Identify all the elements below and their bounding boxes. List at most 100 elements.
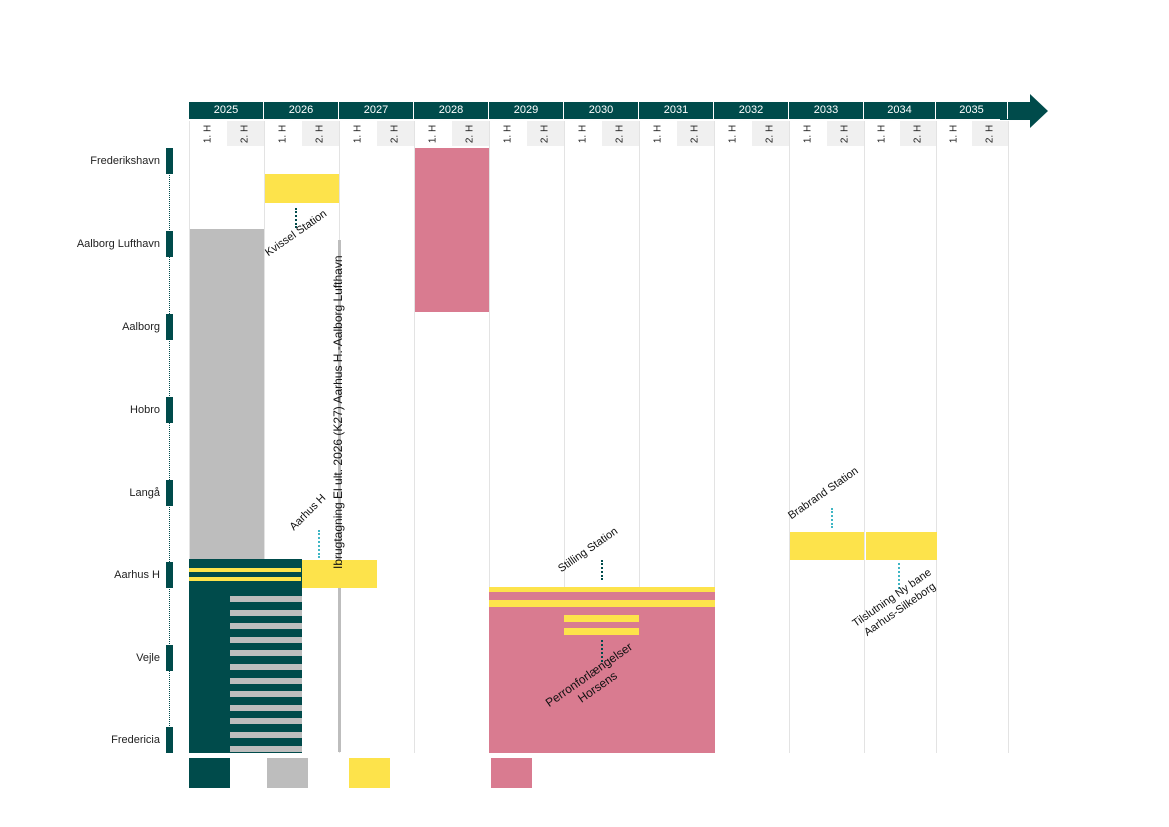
- station-marker: [166, 480, 173, 506]
- half-year-cell: 1. H: [489, 121, 527, 146]
- teal-bar-aarhus: [189, 559, 302, 588]
- station-label: Aalborg: [122, 321, 160, 333]
- leader-horsens: [601, 640, 603, 662]
- station-marker: [166, 727, 173, 753]
- label-aarhus-h: Aarhus H: [287, 492, 329, 533]
- half-year-label: 2. H: [912, 124, 924, 143]
- grey-stripe: [230, 664, 302, 670]
- grey-stripe: [230, 704, 302, 711]
- yellow-bar-kvissel: [265, 174, 339, 203]
- year-cell: 2028: [414, 102, 489, 119]
- yellow-stripe-stilling-2: [489, 600, 715, 607]
- half-year-cell: 1. H: [189, 121, 227, 146]
- grid-line: [1008, 121, 1009, 753]
- half-year-cell: 2. H: [900, 121, 936, 146]
- yellow-bar-tilslutning: [866, 532, 937, 560]
- half-year-label: 1. H: [652, 124, 664, 143]
- legend-yellow: [349, 758, 390, 788]
- grid-line: [639, 121, 640, 753]
- half-year-label: 2. H: [839, 124, 851, 143]
- half-year-cell: 2. H: [526, 121, 564, 146]
- half-year-cell: 2. H: [601, 121, 639, 146]
- grey-stripe: [230, 745, 302, 752]
- yellow-stripe-horsens-2: [564, 628, 639, 635]
- grey-bar-2025: [190, 229, 264, 559]
- grey-stripe: [230, 609, 302, 616]
- half-year-cell: 1. H: [414, 121, 452, 146]
- station-label: Hobro: [130, 404, 160, 416]
- half-year-label: 1. H: [727, 124, 739, 143]
- station-marker: [166, 562, 173, 588]
- year-cell: 2031: [639, 102, 714, 119]
- half-year-cell: 2. H: [226, 121, 264, 146]
- station-marker: [166, 397, 173, 423]
- station-label: Langå: [129, 487, 160, 499]
- grey-stripe: [230, 691, 302, 698]
- half-year-label: 2. H: [984, 124, 996, 143]
- half-year-cell: 1. H: [639, 121, 677, 146]
- station-label: Aalborg Lufthavn: [76, 238, 160, 250]
- label-brabrand: Brabrand Station: [786, 464, 861, 522]
- half-year-cell: 2. H: [301, 121, 339, 146]
- year-cell: 2027: [339, 102, 414, 119]
- half-year-cell: 2. H: [376, 121, 414, 146]
- half-year-label: 1. H: [277, 124, 289, 143]
- yellow-stripe-aarhus-2: [189, 577, 301, 581]
- grey-stripe: [230, 636, 302, 643]
- leader-stilling: [601, 560, 603, 580]
- half-year-cell: 1. H: [264, 121, 302, 146]
- half-year-label: 1. H: [948, 124, 960, 143]
- station-marker: [166, 231, 173, 257]
- year-cell: 2025: [189, 102, 264, 119]
- station-label: Vejle: [136, 652, 160, 664]
- half-year-cell: 2. H: [451, 121, 489, 146]
- grid-line: [864, 121, 865, 753]
- station-marker: [166, 645, 173, 671]
- leader-brabrand: [831, 508, 833, 528]
- station-label: Fredericia: [111, 734, 160, 746]
- grid-line: [564, 121, 565, 753]
- half-year-label: 1. H: [802, 124, 814, 143]
- grid-line: [714, 121, 715, 753]
- half-year-cell: 2. H: [826, 121, 864, 146]
- grey-stripe: [230, 623, 302, 630]
- grey-stripe: [230, 718, 302, 725]
- grey-stripe: [230, 596, 302, 602]
- grey-stripe: [230, 732, 302, 738]
- station-axis: [169, 150, 170, 750]
- pink-bar-2029-2031: [489, 587, 715, 753]
- half-year-cell: 2. H: [751, 121, 789, 146]
- leader-kvissel: [295, 208, 297, 228]
- grid-line: [264, 121, 265, 753]
- half-year-label: 2. H: [314, 124, 326, 143]
- half-year-cell: 1. H: [789, 121, 827, 146]
- half-year-label: 1. H: [502, 124, 514, 143]
- half-year-label: 2. H: [614, 124, 626, 143]
- half-year-cell: 2. H: [972, 121, 1008, 146]
- half-year-label: 1. H: [876, 124, 888, 143]
- yellow-stripe-horsens-1: [564, 615, 639, 622]
- legend-teal: [189, 758, 230, 788]
- grid-line: [936, 121, 937, 753]
- grid-line: [789, 121, 790, 753]
- yellow-bar-brabrand: [790, 532, 864, 560]
- year-cell: 2030: [564, 102, 639, 119]
- legend-pink: [491, 758, 532, 788]
- half-year-label: 2. H: [764, 124, 776, 143]
- year-cell: 2029: [489, 102, 564, 119]
- half-year-label: 2. H: [689, 124, 701, 143]
- grid-line: [414, 121, 415, 753]
- half-year-label: 1. H: [352, 124, 364, 143]
- half-year-cell: 1. H: [714, 121, 752, 146]
- station-marker: [166, 148, 173, 174]
- year-cell: 2026: [264, 102, 339, 119]
- year-cell: 2032: [714, 102, 789, 119]
- half-year-cell: 1. H: [339, 121, 377, 146]
- half-year-cell: 1. H: [936, 121, 972, 146]
- legend-grey: [267, 758, 308, 788]
- grey-stripe: [230, 677, 302, 684]
- year-cell: 2035: [936, 102, 1008, 119]
- half-year-cell: 1. H: [564, 121, 602, 146]
- leader-aarhus-h: [318, 530, 320, 558]
